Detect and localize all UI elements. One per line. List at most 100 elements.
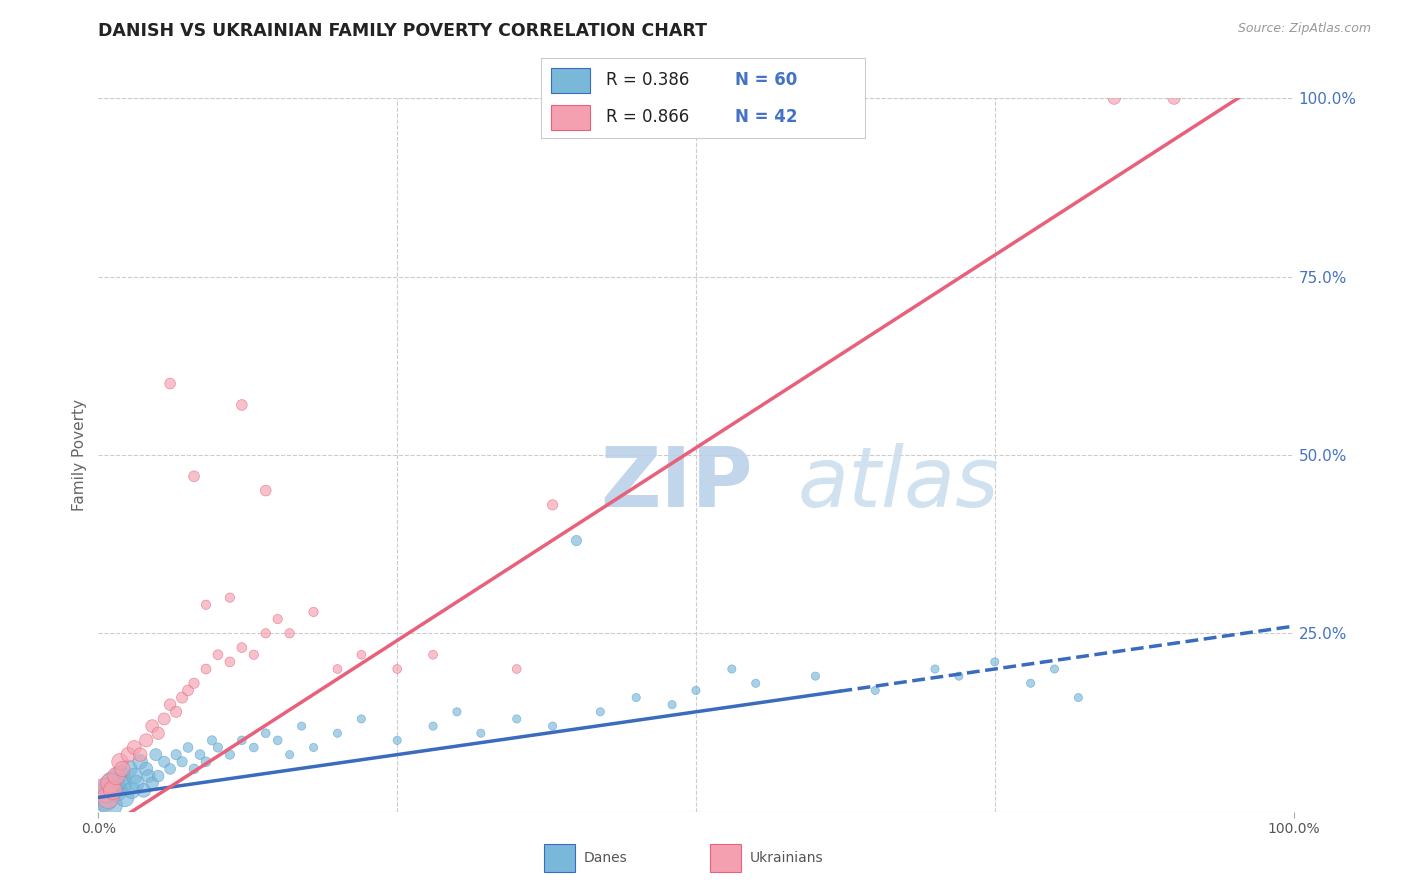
Point [243, 740, 266, 755]
Point [148, 769, 170, 783]
Point [278, 747, 301, 762]
Point [188, 747, 211, 762]
Point [924, 662, 946, 676]
Point [101, 783, 124, 797]
Point [948, 669, 970, 683]
Point [114, 790, 136, 805]
Point [745, 676, 768, 690]
Point [326, 726, 349, 740]
Point [129, 755, 152, 769]
Point [177, 740, 200, 755]
Point [141, 776, 163, 790]
Point [105, 783, 128, 797]
Point [125, 776, 148, 790]
Point [278, 626, 301, 640]
Text: N = 60: N = 60 [735, 71, 797, 89]
Point [132, 783, 155, 797]
Point [254, 726, 277, 740]
Point [385, 733, 409, 747]
Point [159, 762, 181, 776]
Point [1067, 690, 1090, 705]
Point [124, 740, 146, 755]
Point [267, 733, 290, 747]
Point [984, 655, 1007, 669]
Point [194, 598, 218, 612]
Point [111, 762, 134, 776]
Point [108, 755, 131, 769]
Point [291, 719, 314, 733]
Point [231, 640, 253, 655]
Bar [710, 844, 741, 872]
Point [541, 498, 564, 512]
Point [93, 783, 115, 797]
Point [177, 683, 200, 698]
Point [194, 755, 218, 769]
Point [117, 747, 139, 762]
Point [565, 533, 588, 548]
Point [254, 483, 277, 498]
Point [589, 705, 612, 719]
Y-axis label: Family Poverty: Family Poverty [72, 399, 87, 511]
Point [685, 683, 707, 698]
Point [108, 769, 131, 783]
Point [541, 719, 564, 733]
Point [117, 762, 139, 776]
Point [172, 755, 194, 769]
Text: Source: ZipAtlas.com: Source: ZipAtlas.com [1237, 22, 1371, 36]
Text: DANISH VS UKRAINIAN FAMILY POVERTY CORRELATION CHART: DANISH VS UKRAINIAN FAMILY POVERTY CORRE… [98, 22, 707, 40]
Point [207, 740, 229, 755]
Text: R = 0.386: R = 0.386 [606, 71, 689, 89]
Bar [544, 844, 575, 872]
Point [422, 719, 444, 733]
Point [350, 712, 373, 726]
Point [385, 662, 409, 676]
Point [183, 469, 205, 483]
Point [97, 783, 120, 797]
Point [1019, 676, 1042, 690]
Point [98, 776, 122, 790]
Point [183, 762, 205, 776]
Point [470, 726, 492, 740]
Point [506, 662, 529, 676]
Point [135, 762, 157, 776]
Point [98, 797, 122, 812]
Point [506, 712, 529, 726]
Point [626, 690, 648, 705]
Point [219, 591, 242, 605]
Text: N = 42: N = 42 [735, 109, 797, 127]
Point [219, 655, 242, 669]
Point [141, 719, 163, 733]
Point [243, 648, 266, 662]
Point [422, 648, 444, 662]
Point [97, 790, 120, 805]
Point [148, 726, 170, 740]
Point [135, 733, 157, 747]
Text: Ukrainians: Ukrainians [749, 851, 823, 865]
Point [153, 712, 176, 726]
Point [326, 662, 349, 676]
Point [219, 747, 242, 762]
Point [1043, 662, 1066, 676]
Point [159, 698, 181, 712]
Point [1102, 91, 1125, 105]
Point [350, 648, 373, 662]
Point [93, 790, 115, 805]
Text: atlas: atlas [797, 443, 1000, 524]
Text: ZIP: ZIP [600, 443, 752, 524]
Point [863, 683, 887, 698]
Point [145, 747, 167, 762]
Point [201, 733, 224, 747]
Point [129, 747, 152, 762]
FancyBboxPatch shape [551, 104, 591, 130]
Text: R = 0.866: R = 0.866 [606, 109, 689, 127]
Point [172, 690, 194, 705]
Point [302, 605, 325, 619]
Point [661, 698, 683, 712]
Point [138, 769, 160, 783]
Point [302, 740, 325, 755]
Point [267, 612, 290, 626]
Text: Danes: Danes [583, 851, 627, 865]
Point [165, 747, 187, 762]
Point [153, 755, 176, 769]
Point [183, 676, 205, 690]
